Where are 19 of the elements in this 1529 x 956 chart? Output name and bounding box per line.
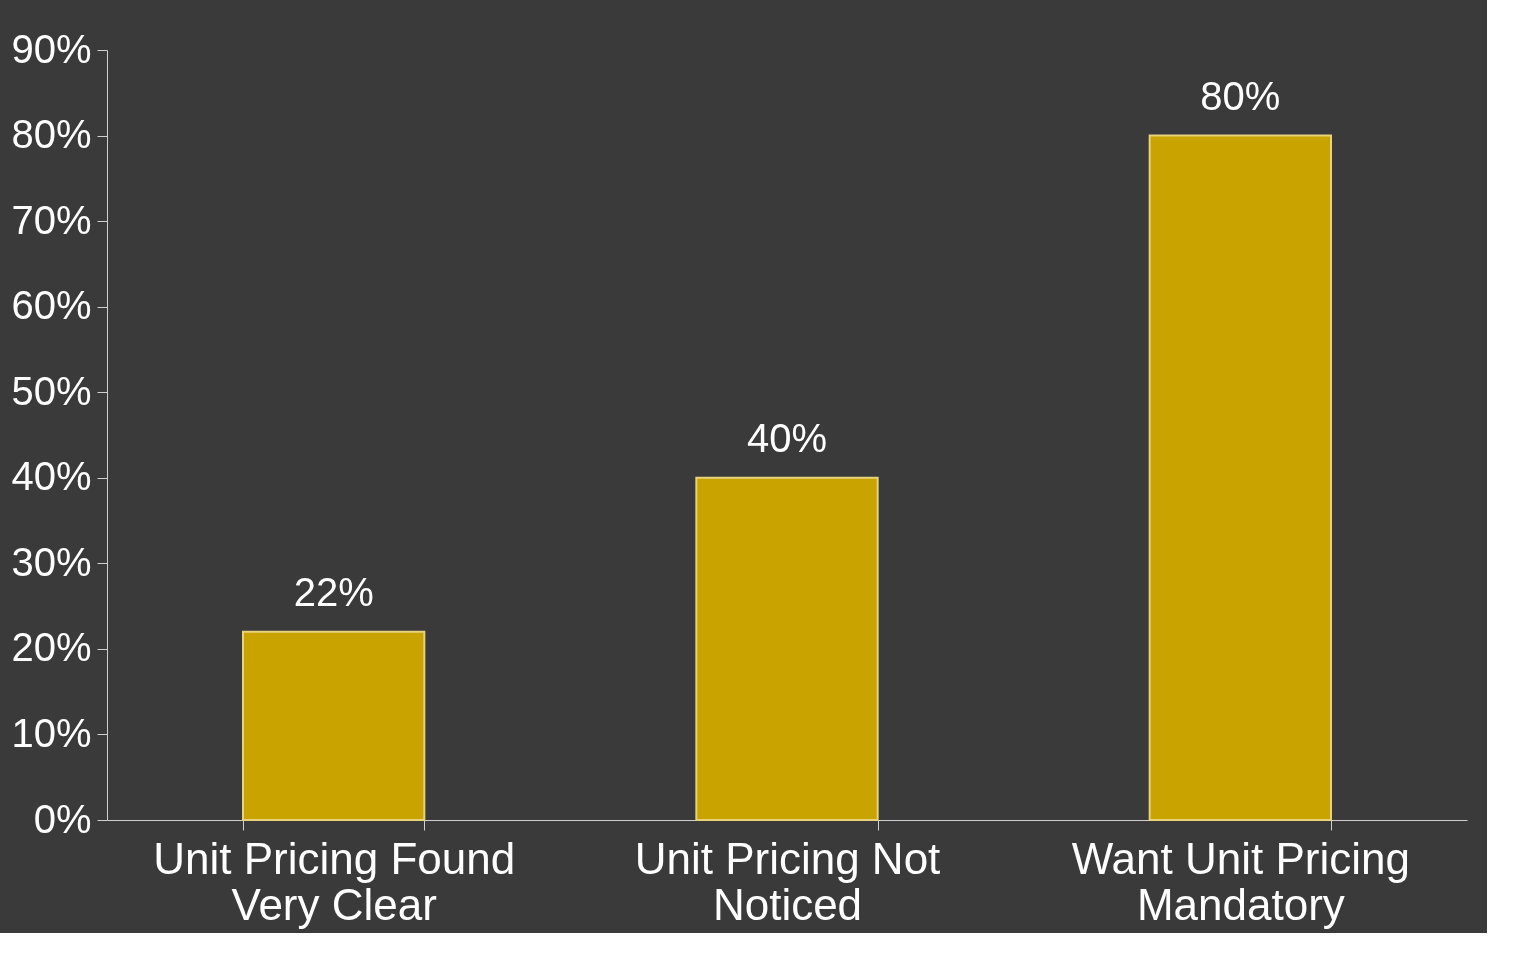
data-label: 40% bbox=[746, 415, 828, 460]
x-tick-label: Want Unit Pricing Mandatory bbox=[1071, 833, 1410, 929]
y-tick-label: 90% bbox=[11, 26, 92, 71]
y-tick-label: 30% bbox=[11, 539, 92, 584]
y-tick-label: 10% bbox=[11, 710, 92, 755]
bar bbox=[1148, 134, 1332, 821]
x-tick-label: Unit Pricing Found Very Clear bbox=[153, 833, 516, 929]
y-tick-label: 50% bbox=[11, 368, 92, 413]
bar bbox=[242, 630, 426, 821]
y-tick-label: 60% bbox=[11, 283, 92, 328]
y-tick-label: 20% bbox=[11, 625, 92, 670]
data-label: 80% bbox=[1200, 73, 1281, 118]
bar bbox=[695, 476, 879, 821]
y-tick-label: 40% bbox=[11, 454, 92, 499]
y-tick-label: 0% bbox=[33, 796, 92, 841]
y-tick-label: 70% bbox=[11, 197, 92, 242]
y-tick-label: 80% bbox=[11, 112, 92, 157]
x-tick-label: Unit Pricing Not Noticed bbox=[634, 833, 941, 929]
data-label: 22% bbox=[293, 569, 374, 614]
